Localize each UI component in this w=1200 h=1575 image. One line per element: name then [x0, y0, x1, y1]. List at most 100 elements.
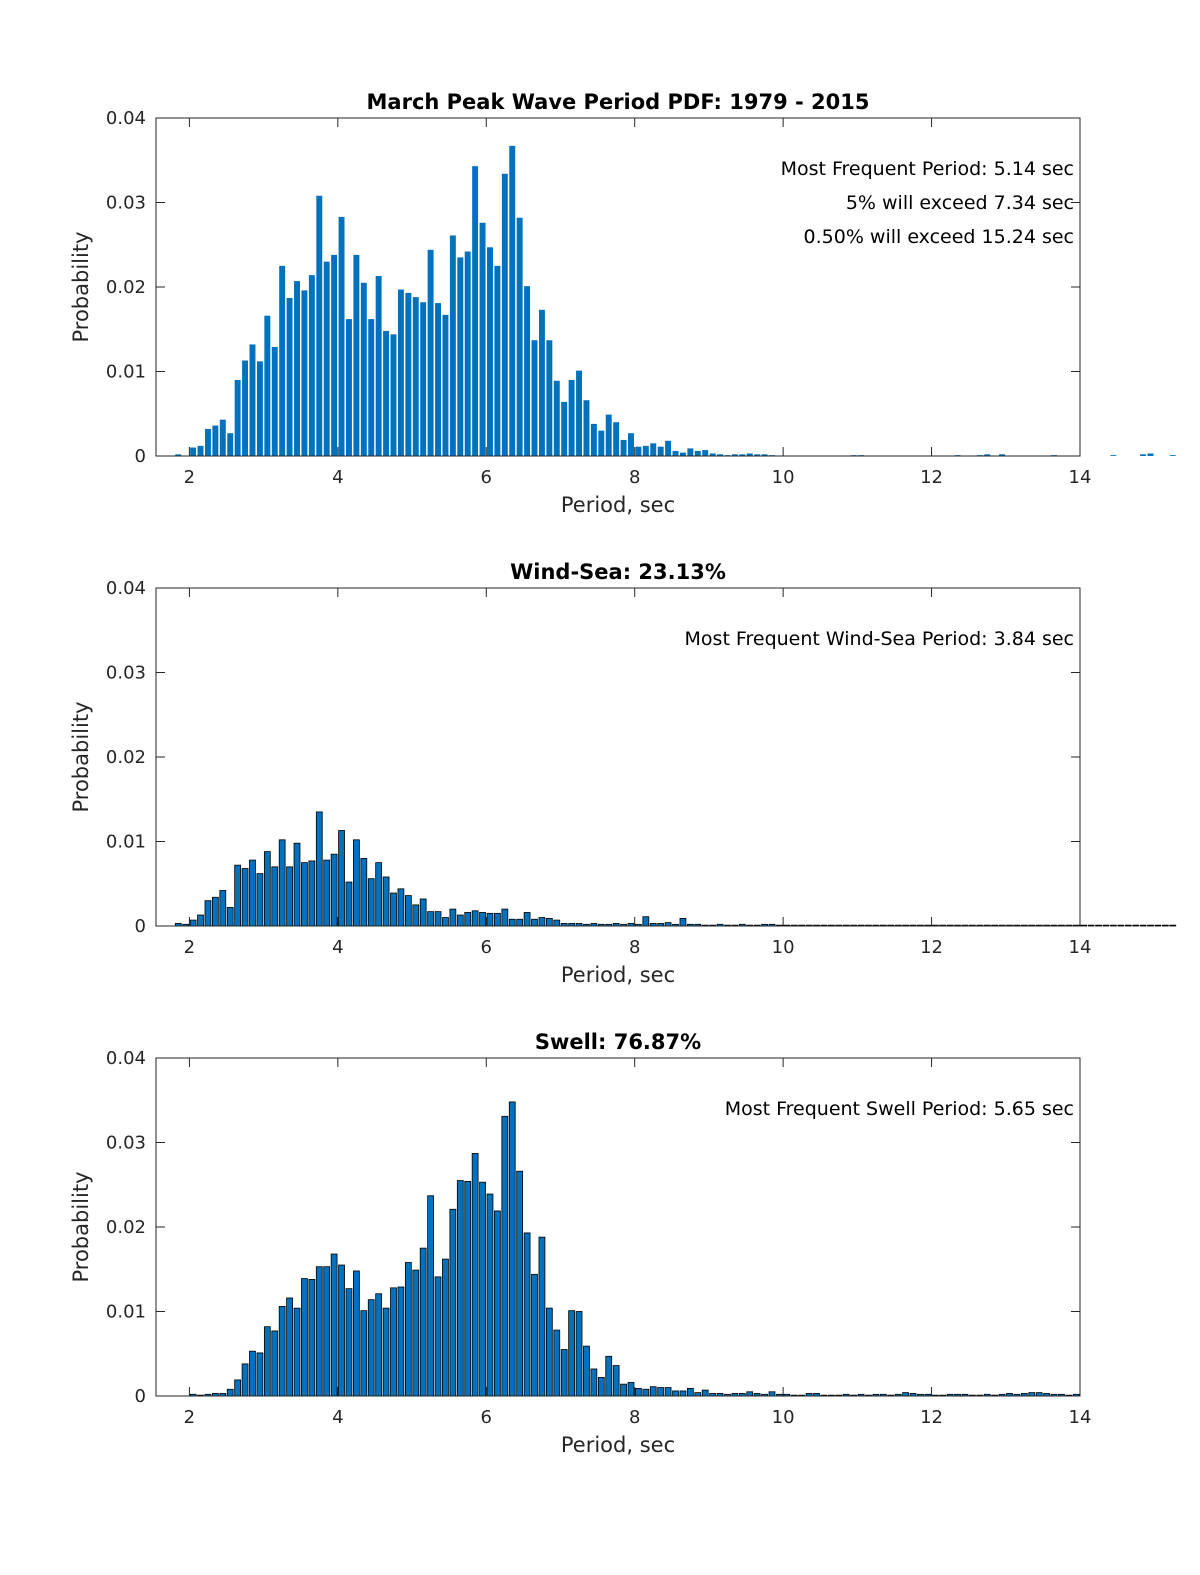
bar	[293, 1307, 301, 1397]
bar	[330, 853, 338, 927]
bar	[323, 859, 331, 927]
chart-total: 2 4 6 8 10 12 14 0 0.01 0.02 0.03 0.04 March Peak Wa…	[69, 90, 1176, 517]
bar	[665, 440, 672, 456]
bar	[338, 1264, 345, 1397]
y-tick-label: 0.02	[106, 277, 146, 298]
bar	[620, 439, 627, 456]
bar	[360, 858, 368, 927]
bar	[442, 1258, 449, 1397]
annotation: Most Frequent Period: 5.14 sec	[781, 158, 1074, 180]
bar	[546, 340, 553, 456]
y-tick-label: 0.04	[106, 108, 146, 129]
bar	[286, 297, 293, 456]
bar	[768, 1391, 776, 1397]
bar	[687, 448, 694, 456]
x-tick-label: 6	[481, 937, 492, 958]
bar	[412, 1269, 420, 1397]
bar	[456, 914, 464, 927]
bar	[509, 145, 516, 456]
bar	[308, 860, 316, 927]
bar	[271, 347, 278, 456]
x-tick-label: 10	[772, 1407, 795, 1428]
bar	[264, 315, 271, 456]
x-tick-label: 8	[629, 937, 640, 958]
y-tick-label: 0.01	[106, 1302, 146, 1323]
bar	[686, 1387, 694, 1397]
bar	[345, 881, 353, 927]
bar	[642, 445, 649, 456]
bar	[330, 1253, 338, 1397]
bar	[308, 1278, 316, 1397]
bar	[739, 454, 746, 456]
chart-wind-sea: 2 4 6 8 10 12 14 0 0.01 0.02 0.03 0.04 Wind-Sea: 23.…	[69, 560, 1177, 987]
bar	[323, 1266, 331, 1397]
x-tick-label: 10	[772, 467, 795, 488]
bar	[419, 1247, 427, 1397]
x-tick-label: 6	[481, 1407, 492, 1428]
bar	[672, 450, 679, 456]
bar	[383, 330, 390, 456]
bar	[241, 868, 249, 927]
bar	[628, 433, 634, 456]
bar	[635, 1387, 642, 1397]
bar	[902, 1392, 909, 1397]
chart-title: Wind-Sea: 23.13%	[510, 560, 726, 584]
bars-swell	[189, 1101, 1080, 1397]
bar	[338, 830, 345, 927]
bar	[204, 428, 211, 456]
bar	[642, 916, 650, 927]
bar	[568, 1310, 575, 1397]
bar	[613, 422, 620, 456]
bar	[1169, 455, 1176, 456]
y-tick-label: 0.04	[106, 1048, 146, 1069]
bar	[597, 1377, 605, 1397]
bar	[538, 1236, 546, 1397]
bar	[494, 912, 501, 927]
bar	[1147, 924, 1154, 927]
bar	[635, 446, 642, 456]
bar	[620, 1383, 627, 1397]
x-tick-label: 10	[772, 937, 795, 958]
bar	[590, 423, 597, 456]
bar	[434, 911, 442, 927]
bar	[583, 400, 590, 456]
y-tick-label: 0.01	[106, 832, 146, 853]
bar	[308, 275, 315, 456]
annotation: Most Frequent Swell Period: 5.65 sec	[725, 1098, 1074, 1120]
x-tick-label: 2	[184, 1407, 195, 1428]
bar	[479, 1181, 486, 1397]
bar	[538, 917, 546, 927]
bar	[256, 361, 263, 456]
x-tick-label: 8	[629, 467, 640, 488]
bar	[405, 292, 412, 456]
bar	[368, 319, 375, 456]
bar	[346, 319, 352, 456]
bar	[464, 1180, 472, 1397]
chart-title: Swell: 76.87%	[535, 1030, 701, 1054]
bar	[227, 433, 234, 456]
bar	[545, 1307, 553, 1397]
bar	[212, 425, 219, 456]
bar	[553, 919, 561, 927]
bar	[189, 919, 197, 927]
bar	[650, 443, 657, 456]
bar	[397, 289, 404, 456]
bar	[353, 1270, 360, 1397]
y-tick-label: 0.02	[106, 1217, 146, 1238]
bar	[612, 1365, 620, 1397]
bar	[412, 297, 419, 456]
bar	[197, 445, 204, 456]
bar	[501, 173, 508, 456]
bar	[657, 1387, 665, 1397]
bar	[331, 254, 338, 456]
bar	[226, 907, 234, 927]
bar	[1132, 924, 1140, 927]
y-tick-label: 0.04	[106, 578, 146, 599]
bar	[575, 1311, 583, 1397]
x-tick-label: 12	[920, 937, 943, 958]
y-axis-label: Probability	[69, 231, 93, 342]
bar	[249, 1350, 256, 1397]
bar	[197, 914, 204, 927]
bar	[598, 430, 605, 456]
